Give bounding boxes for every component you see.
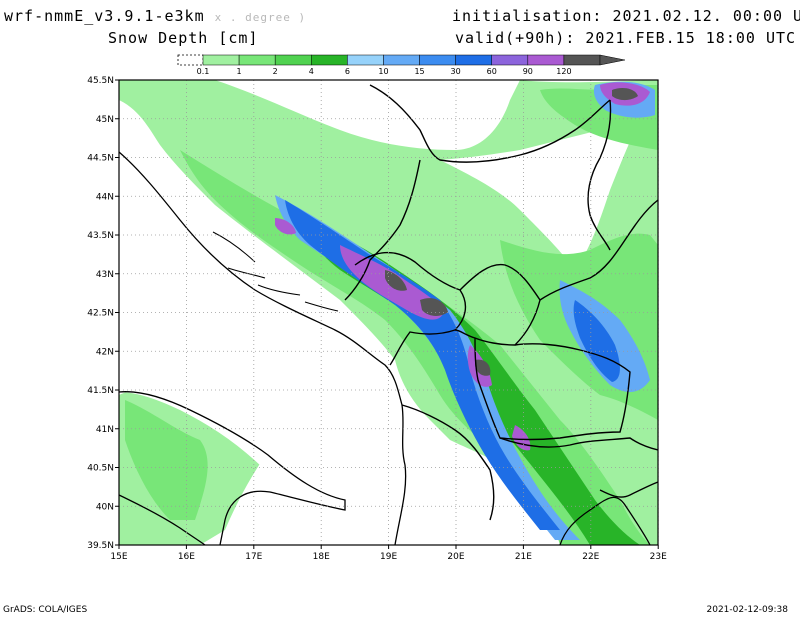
coast-greece-aegean [559, 496, 651, 545]
colorbar-label: 15 [414, 67, 424, 76]
snow-area-green-west [125, 400, 208, 520]
colorbar-swatch [383, 54, 420, 66]
colorbar-swatch [527, 54, 565, 66]
snow-area-blue [285, 200, 560, 530]
snow-area-gray-north [612, 88, 638, 101]
colorbar-label: 6 [345, 67, 350, 76]
colorbar-swatch [455, 54, 492, 66]
no-snow-adriatic [119, 150, 402, 545]
coastline-italy-south [119, 494, 206, 545]
valid-label: valid(+90h): [455, 29, 576, 47]
colorbar-swatch [491, 54, 529, 66]
longitude-label: 18E [313, 552, 330, 562]
colorbar-label: 4 [309, 67, 314, 76]
coastline-italy [119, 391, 346, 545]
colorbar-swatch [274, 54, 312, 66]
snow-area-gray [385, 270, 407, 291]
longitude-label: 15E [110, 552, 127, 562]
colorbar-below-min [177, 54, 204, 66]
latitude-label: 39.5N [87, 541, 114, 551]
colorbar-swatch [202, 54, 240, 66]
no-snow-pannonian [215, 80, 520, 150]
init-time: initialisation: 2021.02.12. 00:00 UTC [452, 7, 800, 25]
border-montenegro [354, 251, 467, 366]
colorbar-label: 1 [237, 67, 242, 76]
longitude-label: 23E [650, 552, 667, 562]
latitude-label: 45N [96, 115, 114, 125]
colorbar-swatch [419, 54, 456, 66]
coastline [119, 151, 407, 545]
latitude-labels: 45.5N 45N 44.5N 44N 43.5N 43N 42.5N 42N 41.5N 41N… [87, 76, 119, 551]
border-bih-serbia [344, 159, 421, 301]
projection-label: x . degree ) [214, 11, 307, 24]
border-albania-greece [401, 404, 495, 521]
latitude-label: 41.5N [87, 386, 114, 396]
latitude-label: 40.5N [87, 464, 114, 474]
longitude-label: 20E [447, 552, 464, 562]
snow-area-gray-2 [420, 298, 448, 316]
field-title: Snow Depth [cm] [108, 29, 259, 47]
latitude-label: 44N [96, 192, 114, 202]
latitude-label: 41N [96, 425, 114, 435]
colorbar-label: 120 [556, 67, 571, 76]
latitude-label: 40N [96, 502, 114, 512]
border-serbia-bulgaria [587, 99, 612, 251]
island-4 [304, 301, 339, 312]
longitude-label: 19E [380, 552, 397, 562]
longitude-label: 21E [515, 552, 532, 562]
island-1 [212, 231, 256, 263]
border-greece-north [499, 437, 658, 451]
init-value: 2021.02.12. 00:00 UTC [612, 7, 800, 25]
valid-value: 2021.FEB.15 18:00 UTC [585, 29, 797, 47]
colorbar-label: 30 [451, 67, 461, 76]
longitude-label: 16E [178, 552, 195, 562]
country-borders [369, 84, 611, 163]
colorbar-swatch [563, 54, 601, 66]
snow-area-blue-east [573, 300, 620, 382]
island-3 [257, 284, 301, 296]
colorbar-label: 90 [523, 67, 533, 76]
longitude-label: 17E [245, 552, 262, 562]
colorbar-label: 0.1 [197, 67, 210, 76]
colorbar-label: 10 [378, 67, 388, 76]
init-label: initialisation: [452, 7, 603, 25]
colorbar: 0.1 1 2 4 6 10 15 30 60 90 120 [177, 54, 626, 76]
coast-chalkidiki [599, 481, 658, 498]
snow-area-gray-3 [475, 359, 491, 376]
no-snow-pannonian-2 [440, 120, 640, 270]
colorbar-overflow-arrow [599, 54, 626, 66]
valid-time: valid(+90h): 2021.FEB.15 18:00 UTC [455, 29, 796, 47]
latitude-label: 44.5N [87, 154, 114, 164]
border-north-macedonia [474, 337, 631, 441]
footer-timestamp: 2021-02-12-09:38 [706, 605, 789, 615]
longitude-labels: 15E 16E 17E 18E 19E 20E 21E 22E 23E [110, 545, 667, 562]
snow-area-purple-west [275, 218, 296, 235]
latitude-label: 42N [96, 347, 114, 357]
border-bulgaria [539, 199, 658, 301]
model-title: wrf-nmmE_v3.9.1-e3km x . degree ) [4, 7, 306, 25]
colorbar-label: 60 [487, 67, 497, 76]
model-name: wrf-nmmE_v3.9.1-e3km [4, 7, 205, 25]
snow-area-purple-3 [512, 425, 531, 451]
colorbar-swatch [311, 54, 348, 66]
colorbar-label: 2 [273, 67, 278, 76]
colorbar-swatch [347, 54, 384, 66]
footer-credit: GrADS: COLA/IGES [3, 605, 88, 615]
longitude-label: 22E [582, 552, 599, 562]
border-kosovo [454, 263, 541, 346]
latitude-label: 42.5N [87, 309, 114, 319]
latitude-label: 43N [96, 270, 114, 280]
latitude-label: 43.5N [87, 231, 114, 241]
latitude-label: 45.5N [87, 76, 114, 86]
colorbar-swatch [238, 54, 276, 66]
